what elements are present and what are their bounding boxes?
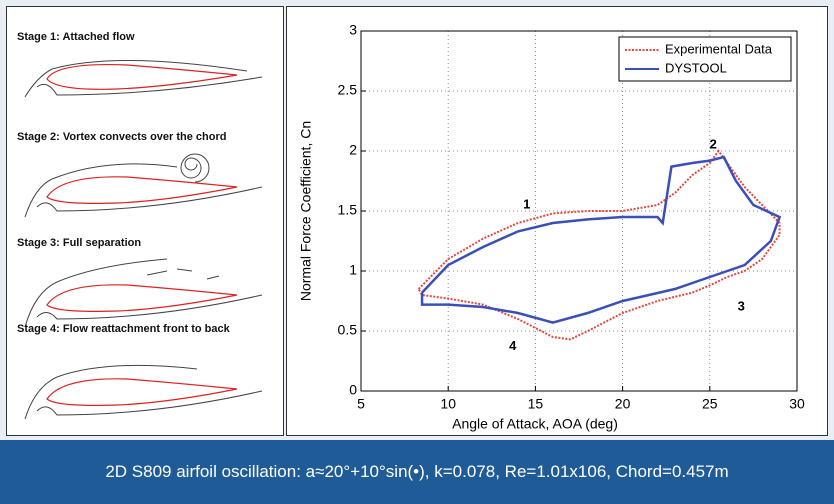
stage-title: Stage 4: Flow reattachment front to back — [17, 323, 231, 335]
x-tick-label: 10 — [440, 396, 456, 412]
y-tick-label: 2 — [349, 142, 357, 158]
y-axis-label: Normal Force Coefficient, Cn — [298, 121, 314, 301]
y-tick-label: 0.5 — [338, 322, 358, 338]
legend-label: DYSTOOL — [665, 60, 727, 75]
y-tick-label: 3 — [349, 22, 357, 38]
x-tick-label: 15 — [528, 396, 544, 412]
x-tick-label: 25 — [702, 396, 718, 412]
airfoil — [46, 176, 238, 204]
x-tick-label: 30 — [789, 396, 805, 412]
x-tick-label: 5 — [357, 396, 365, 412]
legend-box — [618, 36, 792, 82]
y-tick-label: 1.5 — [338, 202, 358, 218]
flow-lines — [24, 153, 263, 218]
stages-panel: Stage 1: Attached flow Stage 2: Vortex c… — [6, 6, 284, 436]
series-line — [420, 155, 782, 324]
y-tick-label: 1 — [349, 262, 357, 278]
flow-lines — [24, 258, 263, 328]
series-line — [417, 149, 781, 341]
stage-title: Stage 2: Vortex convects over the chord — [17, 131, 226, 143]
stage-title: Stage 1: Attached flow — [17, 31, 135, 43]
caption: 2D S809 airfoil oscillation: a≈20°+10°si… — [0, 440, 834, 504]
chart: Angle of Attack, AOA (deg) Normal Force … — [298, 22, 805, 432]
flow-lines — [24, 59, 263, 98]
plot-frame — [360, 30, 798, 392]
y-tick-label: 2.5 — [338, 82, 358, 98]
y-tick-label: 0 — [349, 382, 357, 398]
annotation: 2 — [710, 136, 717, 151]
airfoil — [46, 378, 238, 406]
flow-lines — [24, 364, 263, 420]
airfoil — [46, 64, 238, 90]
annotation: 3 — [738, 298, 745, 313]
stage-title: Stage 3: Full separation — [17, 237, 141, 249]
chart-panel: Angle of Attack, AOA (deg) Normal Force … — [286, 6, 828, 436]
airfoil — [46, 284, 238, 312]
x-tick-label: 20 — [615, 396, 631, 412]
legend-label: Experimental Data — [665, 41, 773, 56]
x-axis-label: Angle of Attack, AOA (deg) — [452, 416, 618, 432]
annotation: 1 — [523, 196, 530, 211]
stages-diagram: Stage 1: Attached flow Stage 2: Vortex c… — [17, 31, 263, 420]
annotation: 4 — [509, 338, 517, 353]
